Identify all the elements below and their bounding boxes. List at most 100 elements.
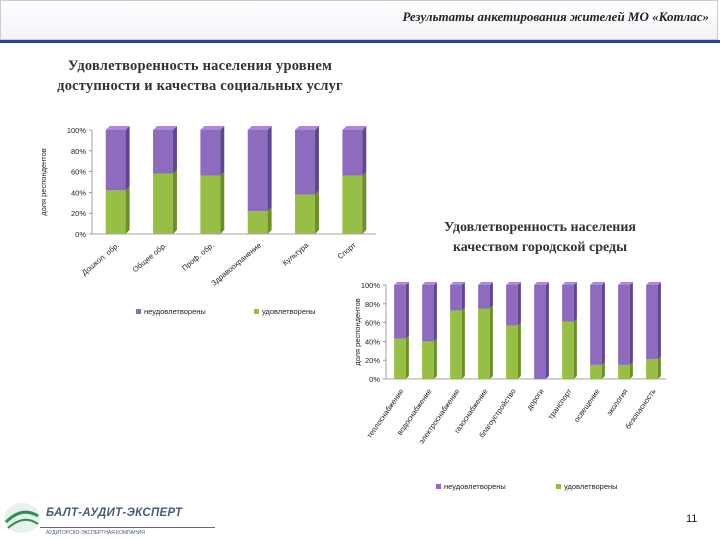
chart1-category-label: Спорт (336, 240, 358, 261)
chart2-y-tick-label: 80% (365, 300, 380, 309)
chart1-bar-satisfied (153, 173, 173, 234)
chart2-panel: доля респондентов 0% 20% 40% 60% 80% 100% тепло… (336, 267, 698, 499)
chart2-bar-dissatisfied-side (601, 282, 605, 365)
chart2-bar-dissatisfied-side (517, 282, 521, 326)
chart2-y-tick-label: 60% (365, 319, 380, 328)
chart2-bar-satisfied-side (489, 305, 493, 379)
chart2-legend-label: неудовлетворены (444, 482, 506, 491)
chart2-bar-top (590, 282, 605, 285)
chart2-bar-satisfied-side (433, 338, 437, 379)
chart2-bar-dissatisfied-side (405, 282, 409, 339)
chart2-bar-top (450, 282, 465, 285)
chart1-bar-satisfied-side (220, 171, 225, 234)
chart1-y-tick-label: 100% (67, 126, 87, 135)
chart1-bar-satisfied (342, 175, 363, 234)
chart2-bar-dissatisfied (646, 285, 658, 360)
chart2-bar-satisfied-side (601, 361, 605, 379)
chart1-bar-top (153, 126, 177, 130)
chart2-bar-top (618, 282, 633, 285)
chart2-bar-dissatisfied (562, 285, 574, 322)
chart2-bar-top (422, 282, 437, 285)
chart1-bar-top (247, 126, 272, 130)
chart1-category-label: Дошкол. обр. (80, 241, 121, 277)
chart1-bar-dissatisfied-side (172, 126, 177, 174)
chart2-bar-satisfied-side (629, 361, 633, 379)
chart2-bar-dissatisfied-side (657, 282, 661, 360)
footer-rule (40, 527, 215, 528)
chart2-title-line1: Удовлетворенность населения (443, 220, 636, 235)
chart1-y-tick-label: 80% (71, 147, 86, 156)
chart2-bar-top (562, 282, 577, 285)
chart2-bar-satisfied-side (573, 318, 577, 379)
chart1-category-label: Общее обр. (131, 241, 168, 274)
chart2-svg: доля респондентов0%20%40%60%80%100%тепло… (353, 281, 666, 491)
chart1-category-label: Здравоохранение (209, 241, 263, 288)
chart2-legend-swatch (436, 484, 441, 489)
chart1-y-tick-label: 40% (71, 188, 86, 197)
chart2-ylabel: доля респондентов (353, 298, 362, 366)
chart1-svg: доля респондентов 0% 20% 40% 60% 80% 100% Дошко… (39, 126, 376, 316)
chart1-bar-satisfied-side (125, 186, 130, 234)
chart2-bar-dissatisfied-side (545, 282, 549, 379)
chart2-bar-satisfied (506, 325, 518, 379)
chart2-category-label: экология (605, 387, 630, 417)
chart1-bar-satisfied (200, 175, 221, 234)
chart2-bar-top (506, 282, 521, 285)
chart1-y-tick-label: 60% (71, 168, 86, 177)
chart2-y-tick-label: 0% (369, 375, 380, 384)
header-underline (0, 40, 720, 43)
chart1-bar-satisfied-side (362, 171, 367, 234)
chart1-bar-dissatisfied (295, 130, 315, 195)
chart1-bar-dissatisfied (105, 130, 126, 191)
chart1-bar-dissatisfied-side (267, 126, 272, 212)
chart2-bar-satisfied (422, 341, 434, 379)
header-bar: Результаты анкетирования жителей МО «Кот… (0, 0, 718, 40)
chart1-bar-satisfied (247, 211, 268, 234)
chart2-bar-dissatisfied (534, 285, 546, 379)
chart2-bar-satisfied-side (461, 307, 465, 379)
page-number: 11 (686, 513, 698, 525)
chart2-bar-dissatisfied (422, 285, 434, 342)
chart2-bar-dissatisfied (478, 285, 490, 309)
chart2-bar-satisfied (478, 308, 490, 379)
logo-icon (4, 503, 40, 533)
chart2-category-label: транспорт (546, 387, 574, 422)
chart1-legend-label: удовлетворены (262, 307, 316, 316)
chart2-bar-dissatisfied (618, 285, 630, 365)
chart1-legend-swatch (254, 309, 259, 314)
chart2-legend-label: удовлетворены (564, 482, 618, 491)
page-title: Результаты анкетирования жителей МО «Кот… (402, 9, 709, 24)
chart1-bar-dissatisfied-side (220, 126, 225, 176)
chart1-bar-dissatisfied-side (125, 126, 130, 191)
chart2-legend-swatch (556, 484, 561, 489)
chart2-y-tick-label: 100% (361, 281, 381, 290)
chart2-bar-satisfied-side (517, 322, 521, 379)
chart2-bar-top (478, 282, 493, 285)
company-logo-text: БАЛТ-АУДИТ-ЭКСПЕРТ (46, 507, 183, 519)
chart1-legend-label: неудовлетворены (144, 307, 206, 316)
chart2-y-tick-label: 40% (365, 337, 380, 346)
chart2-bar-satisfied (618, 364, 630, 379)
chart1-bar-dissatisfied-side (362, 126, 367, 176)
chart2-bar-satisfied-side (405, 335, 409, 379)
chart2-bar-dissatisfied (590, 285, 602, 365)
chart2-y-tick-label: 20% (365, 356, 380, 365)
chart2-bar-top (394, 282, 409, 285)
chart2-bar-satisfied (394, 338, 406, 379)
chart1-bar-satisfied-side (314, 190, 319, 234)
chart1-bar-satisfied-side (267, 207, 272, 234)
chart2-bar-top (646, 282, 661, 285)
chart1-ylabel: доля респондентов (39, 148, 48, 216)
chart2-bar-dissatisfied-side (433, 282, 437, 342)
chart1-title-line1: Удовлетворенность населения уровнем (67, 58, 333, 74)
chart1-bar-top (200, 126, 225, 130)
chart2-bar-dissatisfied-side (489, 282, 493, 309)
chart2-category-label: дороги (525, 387, 546, 412)
chart1-bar-top (295, 126, 319, 130)
chart1-category-label: Культура (281, 240, 311, 267)
chart1-bar-satisfied-side (172, 169, 177, 234)
chart1-panel: доля респондентов 0% 20% 40% 60% 80% 100% Дошко… (36, 104, 396, 330)
chart2-bar-dissatisfied (450, 285, 462, 311)
chart2-bar-top (534, 282, 549, 285)
chart2-bar-dissatisfied (394, 285, 406, 339)
